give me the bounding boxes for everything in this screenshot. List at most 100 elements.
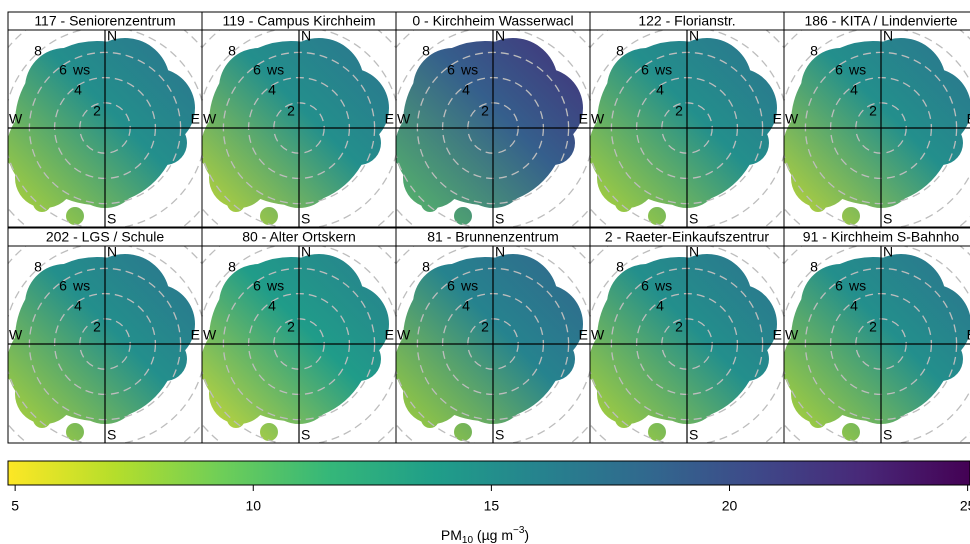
r-axis-label: ws [460,62,478,78]
direction-label: N [689,28,699,44]
r-tick-label: 6 [641,278,649,294]
panel: 246 8 ws N E S W 122 - Florianstr. [589,11,785,228]
direction-label: E [191,327,200,343]
direction-label: E [579,111,588,127]
direction-label: N [883,28,893,44]
r-tick-label: 8 [422,259,430,275]
direction-label: N [883,244,893,260]
r-axis-label: ws [654,278,672,294]
direction-label: S [495,211,504,227]
panel-title-bg [783,11,970,31]
direction-label: N [107,28,117,44]
direction-label: N [495,244,505,260]
r-axis-label: ws [654,62,672,78]
direction-label: S [495,427,504,443]
r-axis-label: ws [266,62,284,78]
plot-area: 246 8 ws N E S W [202,244,396,443]
direction-label: E [385,327,394,343]
r-tick-label: 6 [253,62,261,78]
r-tick-label: 2 [287,103,295,119]
panel-title: 80 - Alter Ortskern [242,229,356,245]
direction-label: S [107,211,116,227]
r-tick-label: 4 [850,82,858,98]
panel: 246 8 ws N E S W 119 - Campus Kirchheim [201,11,397,228]
r-tick-label: 6 [447,62,455,78]
panel: 246 8 ws N E S W 2 - Raeter-Einkaufszentrur [589,227,785,444]
direction-label: W [397,111,411,127]
direction-label: S [107,427,116,443]
r-tick-label: 4 [462,298,470,314]
r-tick-label: 2 [93,103,101,119]
direction-label: S [883,211,892,227]
panel: 246 8 ws N E S W 202 - LGS / Schule [7,227,203,444]
direction-label: E [967,327,970,343]
plot-area: 246 8 ws N E S W [396,28,590,227]
plot-area: 246 8 ws N E S W [8,246,202,443]
direction-label: W [591,327,605,343]
r-tick-label: 6 [835,62,843,78]
r-tick-label: 4 [656,82,664,98]
r-tick-label: 6 [835,278,843,294]
r-tick-label: 8 [616,43,624,59]
direction-label: S [883,427,892,443]
direction-label: E [967,111,970,127]
r-tick-label: 6 [447,278,455,294]
r-axis-label: ws [72,278,90,294]
direction-label: E [191,111,200,127]
direction-label: S [689,211,698,227]
r-tick-label: 8 [228,43,236,59]
direction-label: W [591,111,605,127]
direction-label: W [785,111,799,127]
r-tick-label: 6 [253,278,261,294]
r-tick-label: 6 [59,62,67,78]
panel-title-bg [783,227,970,247]
r-axis-label: ws [72,62,90,78]
panel-title: 91 - Kirchheim S-Bahnho [803,229,960,245]
r-tick-label: 2 [869,103,877,119]
direction-label: N [301,244,311,260]
panel-title: 117 - Seniorenzentrum [34,13,175,29]
panel: 246 8 ws N E S W 117 - Seniorenzentrum [7,11,203,228]
r-tick-label: 4 [268,298,276,314]
panel-title: 0 - Kirchheim Wasserwacl [412,13,573,29]
r-tick-label: 8 [34,259,42,275]
r-tick-label: 4 [462,82,470,98]
direction-label: W [397,327,411,343]
panel-title: 202 - LGS / Schule [46,229,165,245]
r-axis-label: ws [266,278,284,294]
plot-area: 246 8 ws N E S W [590,28,784,227]
colorbar-tick-label: 25 [960,498,970,514]
direction-label: W [203,327,217,343]
direction-label: E [579,327,588,343]
direction-label: S [689,427,698,443]
panel-title: 186 - KITA / Lindenvierte [804,13,957,29]
colorbar-tick-label: 15 [484,498,500,514]
r-tick-label: 4 [74,298,82,314]
direction-label: W [9,111,23,127]
r-tick-label: 2 [675,319,683,335]
direction-label: N [495,28,505,44]
r-tick-label: 8 [810,259,818,275]
r-tick-label: 6 [59,278,67,294]
panel: 246 8 ws N E S W 91 - Kirchheim S-Bahnho [783,227,970,444]
plot-area: 246 8 ws N E S W [590,246,784,443]
colorbar-tick-label: 5 [11,498,19,514]
r-tick-label: 2 [287,319,295,335]
plot-area: 246 8 ws N E S W [784,244,970,443]
colorbar-label: PM10 (µg m−3) [441,525,529,544]
r-tick-label: 4 [850,298,858,314]
r-tick-label: 2 [869,319,877,335]
direction-label: W [785,327,799,343]
r-axis-label: ws [460,278,478,294]
r-tick-label: 2 [481,103,489,119]
colorbar-tick-label: 10 [245,498,261,514]
r-tick-label: 6 [641,62,649,78]
r-tick-label: 4 [656,298,664,314]
r-tick-label: 8 [34,43,42,59]
r-tick-label: 8 [422,43,430,59]
panel: 246 8 ws N E S W 0 - Kirchheim Wasserwacl [395,11,591,228]
plot-area: 246 8 ws N E S W [396,244,590,443]
r-tick-label: 2 [481,319,489,335]
r-tick-label: 4 [268,82,276,98]
